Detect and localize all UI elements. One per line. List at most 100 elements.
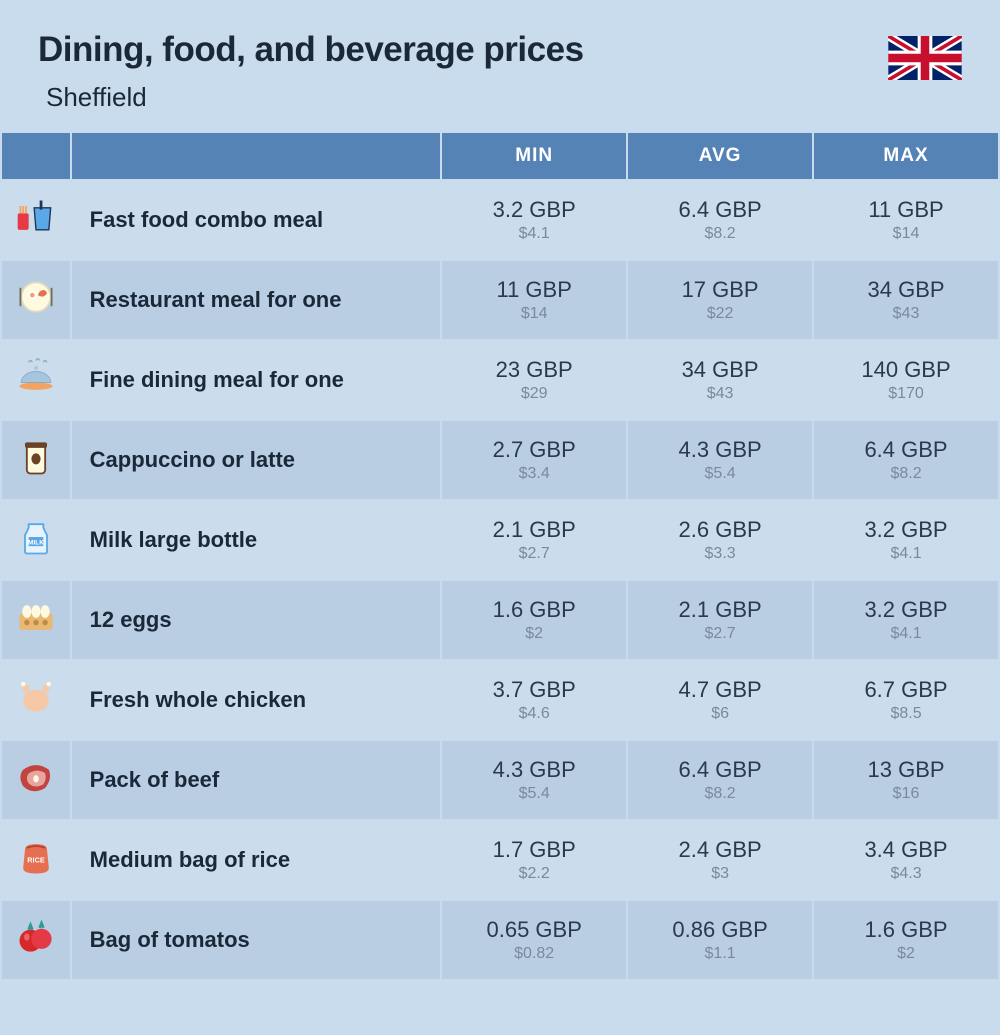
page-subtitle: Sheffield (46, 82, 584, 113)
tomatos-icon (2, 901, 70, 979)
svg-text:MILK: MILK (28, 539, 44, 546)
avg-secondary: $3.3 (628, 545, 812, 563)
min-cell: 3.2 GBP$4.1 (442, 181, 626, 259)
avg-cell: 34 GBP $43 (628, 341, 812, 419)
avg-primary: 2.6 GBP (628, 517, 812, 543)
min-primary: 2.1 GBP (442, 517, 626, 543)
table-row: Cappuccino or latte2.7 GBP $3.44.3 GBP $5.… (2, 421, 998, 499)
max-primary: 34 GBP (814, 277, 998, 303)
chicken-icon (2, 661, 70, 739)
max-primary: 3.2 GBP (814, 597, 998, 623)
avg-primary: 4.3 GBP (628, 437, 812, 463)
avg-secondary: $6 (628, 705, 812, 723)
min-secondary: $14 (442, 305, 626, 323)
eggs-icon (2, 581, 70, 659)
min-primary: 2.7 GBP (442, 437, 626, 463)
avg-secondary: $22 (628, 305, 812, 323)
table-row: Fresh whole chicken3.7 GBP$4.64.7 GBP$66… (2, 661, 998, 739)
max-primary: 11 GBP (814, 197, 998, 223)
min-primary: 3.2 GBP (442, 197, 626, 223)
max-primary: 6.4 GBP (814, 437, 998, 463)
avg-cell: 6.4 GBP$8.2 (628, 741, 812, 819)
min-secondary: $5.4 (442, 785, 626, 803)
item-name: Milk large bottle (72, 501, 441, 579)
restaurant-icon (2, 261, 70, 339)
item-name: Medium bag of rice (72, 821, 441, 899)
table-row: 12 eggs1.6 GBP$22.1 GBP $2.73.2 GBP$4.1 (2, 581, 998, 659)
fine-dining-icon (2, 341, 70, 419)
price-table: MIN AVG MAX Fast food combo meal3.2 GBP$… (0, 131, 1000, 981)
max-cell: 3.2 GBP $4.1 (814, 501, 998, 579)
avg-primary: 2.1 GBP (628, 597, 812, 623)
avg-primary: 2.4 GBP (628, 837, 812, 863)
avg-primary: 0.86 GBP (628, 917, 812, 943)
max-cell: 140 GBP$170 (814, 341, 998, 419)
min-secondary: $0.82 (442, 945, 626, 963)
max-cell: 6.4 GBP $8.2 (814, 421, 998, 499)
table-row: Fine dining meal for one23 GBP$2934 GBP$… (2, 341, 998, 419)
max-primary: 140 GBP (814, 357, 998, 383)
item-name: Cappuccino or latte (72, 421, 441, 499)
min-cell: 2.1 GBP$2.7 (442, 501, 626, 579)
avg-cell: 4.7 GBP $6 (628, 661, 812, 739)
max-cell: 3.2 GBP$4.1 (814, 581, 998, 659)
max-primary: 3.4 GBP (814, 837, 998, 863)
min-primary: 11 GBP (442, 277, 626, 303)
item-name: Bag of tomatos (72, 901, 441, 979)
table-row: Fast food combo meal3.2 GBP$4.16.4 GBP$8… (2, 181, 998, 259)
coffee-icon (2, 421, 70, 499)
fast-food-icon (2, 181, 70, 259)
min-cell: 1.7 GBP $2.2 (442, 821, 626, 899)
min-cell: 11 GBP $14 (442, 261, 626, 339)
max-secondary: $8.2 (814, 465, 998, 483)
avg-primary: 4.7 GBP (628, 677, 812, 703)
avg-cell: 2.6 GBP $3.3 (628, 501, 812, 579)
avg-cell: 4.3 GBP $5.4 (628, 421, 812, 499)
header-avg: AVG (628, 133, 812, 179)
min-secondary: $2.2 (442, 865, 626, 883)
avg-secondary: $8.2 (628, 225, 812, 243)
item-name: Fresh whole chicken (72, 661, 441, 739)
max-cell: 3.4 GBP$4.3 (814, 821, 998, 899)
max-secondary: $8.5 (814, 705, 998, 723)
avg-secondary: $3 (628, 865, 812, 883)
min-cell: 1.6 GBP$2 (442, 581, 626, 659)
max-cell: 34 GBP$43 (814, 261, 998, 339)
avg-cell: 17 GBP$22 (628, 261, 812, 339)
avg-primary: 6.4 GBP (628, 757, 812, 783)
avg-cell: 2.4 GBP $3 (628, 821, 812, 899)
max-secondary: $16 (814, 785, 998, 803)
min-cell: 23 GBP$29 (442, 341, 626, 419)
item-name: 12 eggs (72, 581, 441, 659)
avg-secondary: $1.1 (628, 945, 812, 963)
table-header-row: MIN AVG MAX (2, 133, 998, 179)
max-secondary: $14 (814, 225, 998, 243)
avg-cell: 0.86 GBP $1.1 (628, 901, 812, 979)
table-row: MILKMilk large bottle2.1 GBP$2.72.6 GBP$… (2, 501, 998, 579)
item-name: Fine dining meal for one (72, 341, 441, 419)
avg-primary: 6.4 GBP (628, 197, 812, 223)
item-name: Pack of beef (72, 741, 441, 819)
min-primary: 4.3 GBP (442, 757, 626, 783)
max-primary: 6.7 GBP (814, 677, 998, 703)
table-row: RICE Medium bag of rice1.7 GBP $2.22.4 GBP… (2, 821, 998, 899)
table-row: Restaurant meal for one11 GBP $1417 GBP$2… (2, 261, 998, 339)
avg-secondary: $43 (628, 385, 812, 403)
max-secondary: $4.1 (814, 545, 998, 563)
milk-icon: MILK (2, 501, 70, 579)
min-secondary: $29 (442, 385, 626, 403)
min-cell: 2.7 GBP $3.4 (442, 421, 626, 499)
max-primary: 3.2 GBP (814, 517, 998, 543)
max-cell: 6.7 GBP $8.5 (814, 661, 998, 739)
header-text: Dining, food, and beverage prices Sheffi… (38, 30, 584, 113)
avg-secondary: $2.7 (628, 625, 812, 643)
min-secondary: $3.4 (442, 465, 626, 483)
avg-secondary: $5.4 (628, 465, 812, 483)
svg-text:RICE: RICE (27, 856, 45, 865)
item-name: Restaurant meal for one (72, 261, 441, 339)
beef-icon (2, 741, 70, 819)
header-min: MIN (442, 133, 626, 179)
uk-flag-icon (888, 36, 962, 80)
avg-primary: 34 GBP (628, 357, 812, 383)
min-primary: 1.7 GBP (442, 837, 626, 863)
